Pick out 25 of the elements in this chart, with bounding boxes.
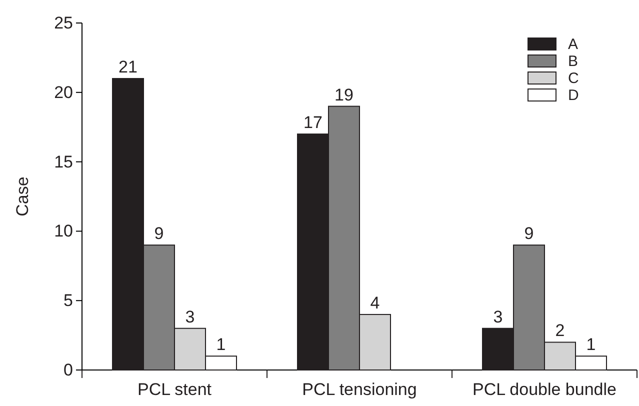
y-tick-label: 0 xyxy=(64,360,73,380)
x-tick-label: PCL tensioning xyxy=(302,380,417,400)
data-label: 4 xyxy=(370,293,380,312)
data-label: 1 xyxy=(216,335,226,354)
legend-label: B xyxy=(568,53,578,70)
y-tick-label: 10 xyxy=(54,222,73,241)
y-tick-label: 15 xyxy=(54,152,73,172)
data-label: 3 xyxy=(493,307,503,326)
legend-label: C xyxy=(568,70,579,87)
x-tick-label: PCL stent xyxy=(137,380,212,400)
data-label: 17 xyxy=(304,113,322,132)
data-label: 9 xyxy=(154,224,164,244)
y-tick-label: 25 xyxy=(54,13,73,32)
data-label: 19 xyxy=(334,85,354,104)
data-label: 3 xyxy=(185,307,195,326)
legend-label: A xyxy=(568,36,578,53)
y-axis-title: Case xyxy=(13,176,32,216)
y-tick-label: 5 xyxy=(64,291,73,310)
legend-label: D xyxy=(568,87,579,104)
data-label: 1 xyxy=(586,335,596,354)
data-label: 21 xyxy=(118,58,138,77)
data-label: 2 xyxy=(555,321,565,340)
data-label: 9 xyxy=(524,224,534,244)
x-tick-label: PCL double bundle xyxy=(472,380,616,400)
y-tick-label: 20 xyxy=(54,82,73,102)
